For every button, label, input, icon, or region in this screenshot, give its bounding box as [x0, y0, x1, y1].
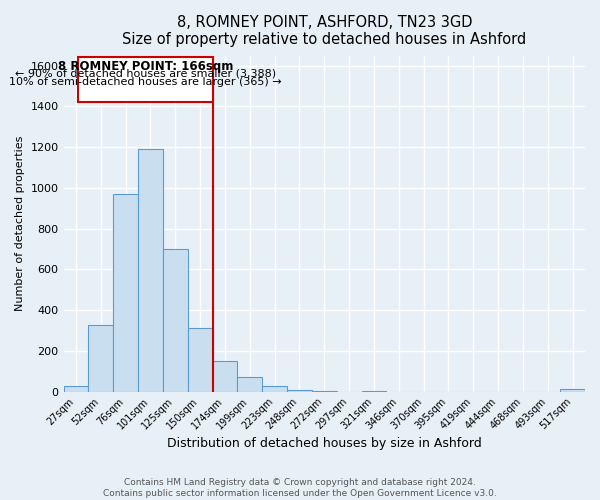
- FancyBboxPatch shape: [77, 56, 213, 102]
- Bar: [262, 386, 287, 392]
- Text: 8 ROMNEY POINT: 166sqm: 8 ROMNEY POINT: 166sqm: [58, 60, 233, 73]
- Bar: [64, 386, 88, 392]
- Text: ← 90% of detached houses are smaller (3,388): ← 90% of detached houses are smaller (3,…: [15, 69, 276, 79]
- Y-axis label: Number of detached properties: Number of detached properties: [15, 136, 25, 311]
- Title: 8, ROMNEY POINT, ASHFORD, TN23 3GD
Size of property relative to detached houses : 8, ROMNEY POINT, ASHFORD, TN23 3GD Size …: [122, 15, 526, 48]
- Bar: [113, 194, 138, 392]
- Text: Contains HM Land Registry data © Crown copyright and database right 2024.
Contai: Contains HM Land Registry data © Crown c…: [103, 478, 497, 498]
- Bar: [312, 390, 337, 392]
- Bar: [212, 361, 238, 392]
- Bar: [238, 378, 262, 392]
- Bar: [138, 149, 163, 392]
- Bar: [163, 249, 188, 392]
- X-axis label: Distribution of detached houses by size in Ashford: Distribution of detached houses by size …: [167, 437, 482, 450]
- Bar: [188, 328, 212, 392]
- Bar: [560, 388, 585, 392]
- Text: 10% of semi-detached houses are larger (365) →: 10% of semi-detached houses are larger (…: [9, 77, 281, 87]
- Bar: [88, 326, 113, 392]
- Bar: [287, 390, 312, 392]
